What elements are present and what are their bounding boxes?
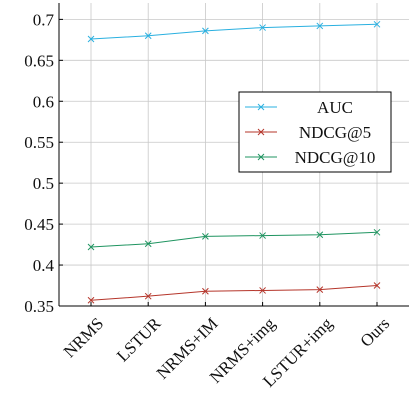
series-line-ndcg-10: [90, 231, 378, 248]
marker-stroke: [257, 103, 265, 111]
data-point-ndcg-10: [259, 232, 266, 239]
data-point-ndcg-10: [373, 228, 381, 236]
marker-stroke: [202, 27, 209, 35]
legend-marker-ndcg-5: [257, 128, 265, 136]
data-point-auc: [373, 20, 381, 28]
marker-stroke: [259, 232, 266, 239]
data-series: [87, 20, 381, 304]
y-tick-label: 0.35: [24, 297, 54, 316]
marker-stroke: [316, 231, 324, 239]
marker-stroke: [373, 20, 381, 28]
legend-marker-ndcg-10: [257, 153, 265, 161]
marker-stroke: [144, 292, 152, 300]
data-point-ndcg-10: [87, 243, 95, 251]
legend-marker-auc: [257, 103, 265, 111]
marker-stroke: [87, 35, 95, 43]
data-point-ndcg-5: [87, 296, 95, 304]
marker-stroke: [202, 287, 209, 295]
x-tick-label: LSTUR: [113, 313, 165, 365]
marker-stroke: [316, 286, 324, 293]
marker-stroke: [257, 153, 265, 161]
marker-stroke: [87, 296, 95, 304]
marker-stroke: [87, 243, 95, 251]
marker-stroke: [373, 228, 381, 236]
y-tick-label: 0.45: [24, 215, 54, 234]
x-tick-label: Ours: [356, 314, 393, 351]
data-point-ndcg-5: [259, 287, 266, 294]
data-point-ndcg-10: [202, 233, 209, 240]
marker-stroke: [259, 24, 266, 31]
y-tick-label: 0.5: [33, 174, 54, 193]
series-line-auc: [90, 23, 378, 40]
data-point-auc: [259, 24, 266, 31]
y-tick-label: 0.55: [24, 133, 54, 152]
marker-stroke: [373, 282, 381, 289]
marker-stroke: [259, 287, 266, 294]
data-point-ndcg-10: [144, 240, 152, 248]
data-point-ndcg-5: [373, 282, 381, 289]
data-point-auc: [316, 22, 324, 30]
x-tick-label: NRMS: [60, 314, 108, 362]
legend-label-ndcg-10: NDCG@10: [295, 148, 376, 167]
marker-stroke: [144, 240, 152, 248]
marker-stroke: [202, 233, 209, 240]
data-point-ndcg-5: [316, 286, 324, 293]
y-tick-label: 0.6: [33, 92, 54, 111]
data-point-ndcg-5: [202, 287, 209, 295]
y-tick-label: 0.4: [33, 256, 55, 275]
data-point-auc: [202, 27, 209, 35]
marker-stroke: [257, 128, 265, 136]
legend-label-ndcg-5: NDCG@5: [299, 123, 371, 142]
y-tick-label: 0.65: [24, 51, 54, 70]
y-tick-label: 0.7: [33, 10, 55, 29]
marker-stroke: [144, 32, 152, 40]
data-point-ndcg-5: [144, 292, 152, 300]
data-point-auc: [87, 35, 95, 43]
data-point-ndcg-10: [316, 231, 324, 239]
legend-label-auc: AUC: [317, 98, 353, 117]
data-point-auc: [144, 32, 152, 40]
marker-stroke: [316, 22, 324, 30]
legend: AUC NDCG@5 NDCG@10: [238, 91, 392, 173]
series-line-ndcg-5: [90, 285, 378, 301]
